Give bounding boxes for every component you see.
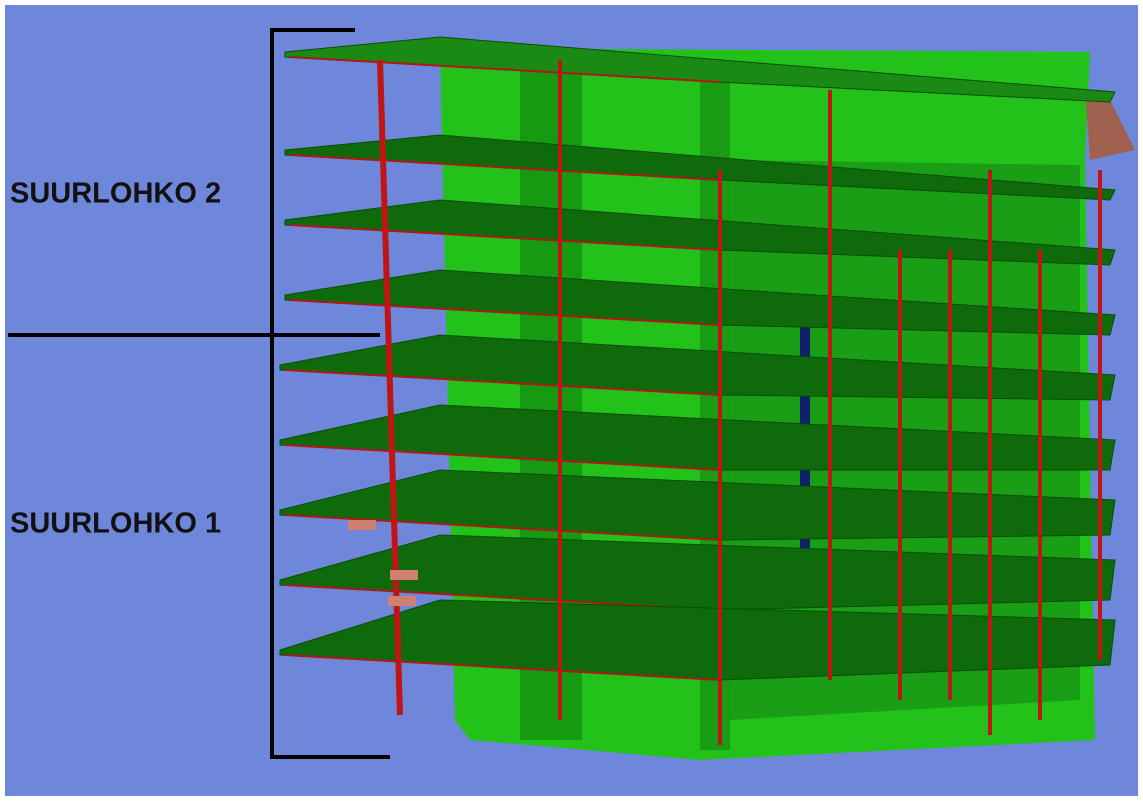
bracket-part bbox=[390, 570, 418, 580]
block-label: SUURLOHKO 2 bbox=[10, 178, 221, 210]
page: SUURLOHKO 2 SUURLOHKO 1 (() => { const d… bbox=[0, 0, 1143, 801]
bracket-part bbox=[388, 596, 416, 606]
block-label: SUURLOHKO 1 bbox=[10, 508, 221, 540]
model-view: SUURLOHKO 2 SUURLOHKO 1 bbox=[0, 0, 1143, 801]
bracket-part bbox=[348, 520, 376, 530]
